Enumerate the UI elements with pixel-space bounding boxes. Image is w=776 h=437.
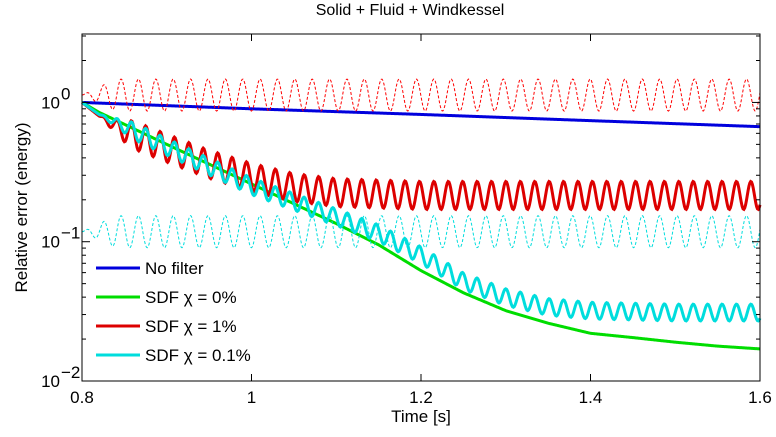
series-line [81,215,761,249]
y-tick-exponent: 0 [61,84,70,103]
series-line [81,101,762,212]
x-tick-label: 1.6 [748,388,772,407]
y-tick-label: 10 [41,93,60,112]
x-tick-label: 1.4 [579,388,603,407]
plot-area [81,78,762,351]
legend-label: No filter [145,259,204,278]
chart-title: Solid + Fluid + Windkessel [316,2,505,19]
y-tick-label: 10 [41,233,60,252]
legend-label: SDF χ = 1% [145,317,237,336]
series-line [81,101,761,351]
x-tick-label: 1 [247,388,256,407]
legend-label: SDF χ = 0.1% [145,346,251,365]
x-tick-label: 1.2 [409,388,433,407]
x-axis-label: Time [s] [391,407,451,426]
series-line [81,100,761,129]
legend: No filter SDF χ = 0% SDF χ = 1% SDF χ = 0.1… [96,259,251,365]
series-line [81,101,762,323]
x-tick-label: 0.8 [70,388,94,407]
legend-label: SDF χ = 0% [145,288,237,307]
y-tick-exponent: −2 [61,363,80,382]
y-axis-label: Relative error (energy) [12,122,31,292]
y-tick-label: 10 [41,372,60,391]
series-line [81,78,761,112]
y-tick-exponent: −1 [61,224,80,243]
